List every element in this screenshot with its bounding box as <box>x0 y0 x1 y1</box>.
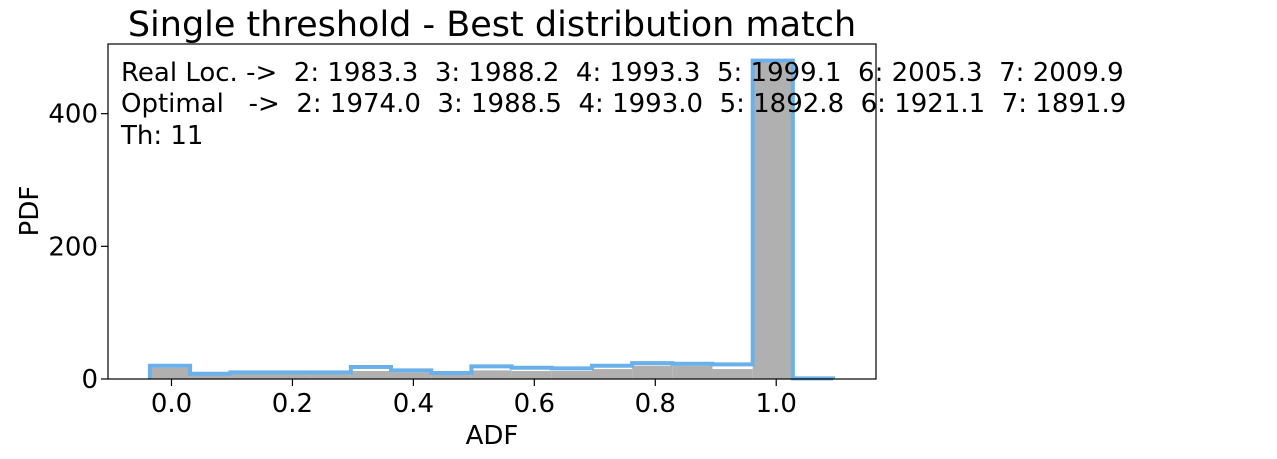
histogram-bar <box>632 365 673 379</box>
x-tick-label: 0.8 <box>635 389 676 419</box>
histogram-bar <box>752 60 793 379</box>
y-tick-label: 0 <box>81 365 98 395</box>
y-axis-ticks: 0 200 400 <box>48 100 108 395</box>
y-tick-label: 200 <box>48 232 98 262</box>
x-tick-label: 0.6 <box>514 389 555 419</box>
annotation-threshold: Th: 11 <box>120 121 203 151</box>
histogram-bar <box>230 373 271 379</box>
histogram-bar <box>551 371 592 379</box>
plot-frame <box>107 43 877 380</box>
histogram-bar <box>672 365 713 379</box>
histogram-bar <box>310 373 351 379</box>
histogram-bar <box>471 370 512 379</box>
histogram-bar <box>350 371 392 379</box>
step-outline-series <box>147 58 836 381</box>
x-tick-label: 0.2 <box>272 389 313 419</box>
y-tick-label: 400 <box>48 100 98 130</box>
x-tick-label: 0.0 <box>151 389 192 419</box>
histogram-bar <box>391 372 432 379</box>
x-tick-label: 1.0 <box>756 389 797 419</box>
histogram-bar <box>591 369 633 379</box>
histogram-bar <box>270 373 311 379</box>
histogram-bar <box>712 369 753 379</box>
x-tick-label: 0.4 <box>393 389 434 419</box>
histogram-bar <box>431 373 472 379</box>
chart-title: Single threshold - Best distribution mat… <box>128 5 856 45</box>
y-axis-label: PDF <box>15 186 45 237</box>
annotation-optimal: Optimal -> 2: 1974.0 3: 1988.5 4: 1993.0… <box>121 89 1126 119</box>
histogram-bar <box>149 367 191 379</box>
histogram-bar <box>190 373 231 379</box>
x-axis-label: ADF <box>466 421 519 451</box>
x-axis-ticks: 0.0 0.2 0.4 0.6 0.8 1.0 <box>151 379 797 419</box>
histogram-bars <box>149 60 793 379</box>
histogram-bar <box>511 371 552 379</box>
annotation-real-loc: Real Loc. -> 2: 1983.3 3: 1988.2 4: 1993… <box>121 58 1124 88</box>
